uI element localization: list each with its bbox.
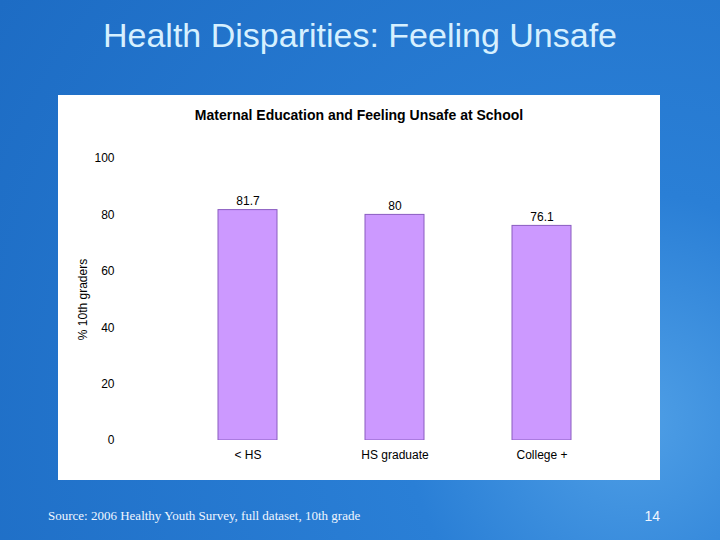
html-text:14: 14 bbox=[644, 508, 660, 524]
html-text:Health Disparities: Feeling Un: Health Disparities: Feeling Unsafe bbox=[103, 16, 617, 54]
svg-text:% 10th graders: % 10th graders bbox=[76, 259, 90, 340]
svg-text:40: 40 bbox=[101, 321, 115, 335]
html-text:Source: 2006 Healthy Youth Sur: Source: 2006 Healthy Youth Survey, full … bbox=[48, 508, 361, 523]
svg-text:76.1: 76.1 bbox=[530, 210, 554, 224]
svg-text:100: 100 bbox=[94, 151, 114, 165]
svg-text:80: 80 bbox=[388, 199, 402, 213]
svg-text:< HS: < HS bbox=[234, 448, 261, 462]
svg-text:81.7: 81.7 bbox=[236, 194, 260, 208]
svg-text:60: 60 bbox=[101, 264, 115, 278]
html-text:Maternal Education and Feeling: Maternal Education and Feeling Unsafe at… bbox=[194, 107, 524, 123]
svg-text:20: 20 bbox=[101, 377, 115, 391]
svg-text:80: 80 bbox=[101, 208, 115, 222]
svg-text:HS graduate: HS graduate bbox=[361, 448, 429, 462]
svg-text:0: 0 bbox=[108, 433, 115, 447]
svg-text:College +: College + bbox=[516, 448, 567, 462]
